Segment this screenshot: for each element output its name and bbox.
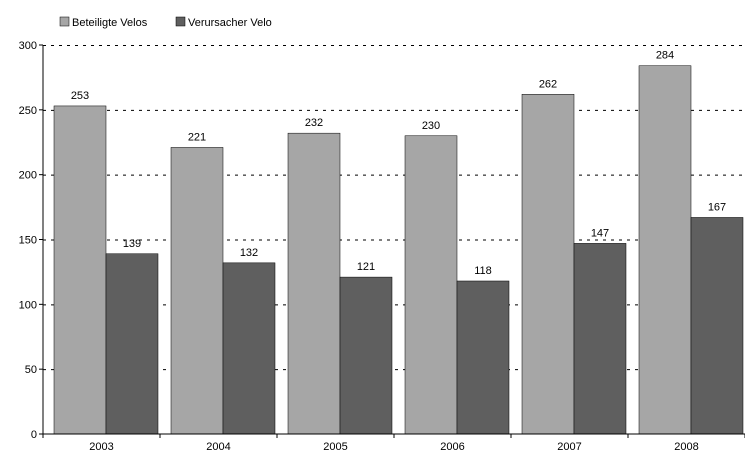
x-axis-ticks: 2003 2004 2005 2006 2007 2008 (42, 434, 745, 453)
data-label-beteiligte-velos-2004: 221 (188, 131, 206, 143)
data-label-verursacher-velo-2006: 118 (474, 265, 492, 277)
x-tick-label-2005: 2005 (323, 441, 347, 453)
x-tick-label-2006: 2006 (440, 441, 464, 453)
x-tick-label-2004: 2004 (206, 441, 230, 453)
bar-beteiligte-velos-2005 (287, 132, 341, 435)
bar-verursacher-velo-2004 (222, 262, 276, 435)
y-tick-label-150: 150 (19, 235, 37, 247)
data-label-beteiligte-velos-2003: 253 (71, 90, 89, 102)
x-tick-label-2003: 2003 (89, 441, 113, 453)
y-axis-ticks: 0 50 100 150 200 250 300 (19, 40, 43, 441)
legend-label-beteiligte-velos: Beteiligte Velos (72, 17, 148, 29)
bar-beteiligte-velos-2006 (404, 135, 458, 435)
data-label-verursacher-velo-2008: 167 (708, 201, 726, 213)
data-label-beteiligte-velos-2008: 284 (656, 50, 674, 62)
data-label-beteiligte-velos-2006: 230 (422, 120, 440, 132)
bar-beteiligte-velos-2004 (170, 147, 224, 435)
legend-swatch-verursacher-velo (175, 16, 186, 27)
data-label-verursacher-velo-2003: 139 (123, 238, 141, 250)
data-label-beteiligte-velos-2007: 262 (539, 78, 557, 90)
bar-verursacher-velo-2005 (339, 276, 393, 435)
gridlines (43, 45, 745, 371)
legend-swatch-beteiligte-velos (59, 16, 70, 27)
data-label-verursacher-velo-2004: 132 (240, 247, 258, 259)
data-label-verursacher-velo-2007: 147 (591, 227, 609, 239)
bar-verursacher-velo-2003 (105, 253, 159, 435)
bar-verursacher-velo-2007 (573, 243, 627, 435)
data-label-beteiligte-velos-2005: 232 (305, 117, 323, 129)
y-tick-label-250: 250 (19, 105, 37, 117)
y-tick-label-100: 100 (19, 299, 37, 311)
data-label-verursacher-velo-2005: 121 (357, 261, 375, 273)
legend-label-verursacher-velo: Verursacher Velo (188, 17, 272, 29)
y-tick-label-300: 300 (19, 40, 37, 52)
bar-verursacher-velo-2006 (456, 280, 510, 435)
bar-verursacher-velo-2008 (690, 217, 744, 435)
bar-beteiligte-velos-2007 (521, 94, 575, 435)
y-tick-label-200: 200 (19, 170, 37, 182)
x-tick-label-2007: 2007 (557, 441, 581, 453)
x-tick-label-2008: 2008 (674, 441, 698, 453)
legend: Beteiligte Velos Verursacher Velo (59, 16, 272, 29)
data-labels: 253 139 221 132 232 121 230 118 262 147 284 167 (71, 50, 726, 277)
bar-beteiligte-velos-2003 (53, 105, 107, 435)
y-tick-label-0: 0 (31, 429, 37, 441)
bars (53, 65, 744, 435)
bar-beteiligte-velos-2008 (638, 65, 692, 435)
y-tick-label-50: 50 (25, 364, 37, 376)
